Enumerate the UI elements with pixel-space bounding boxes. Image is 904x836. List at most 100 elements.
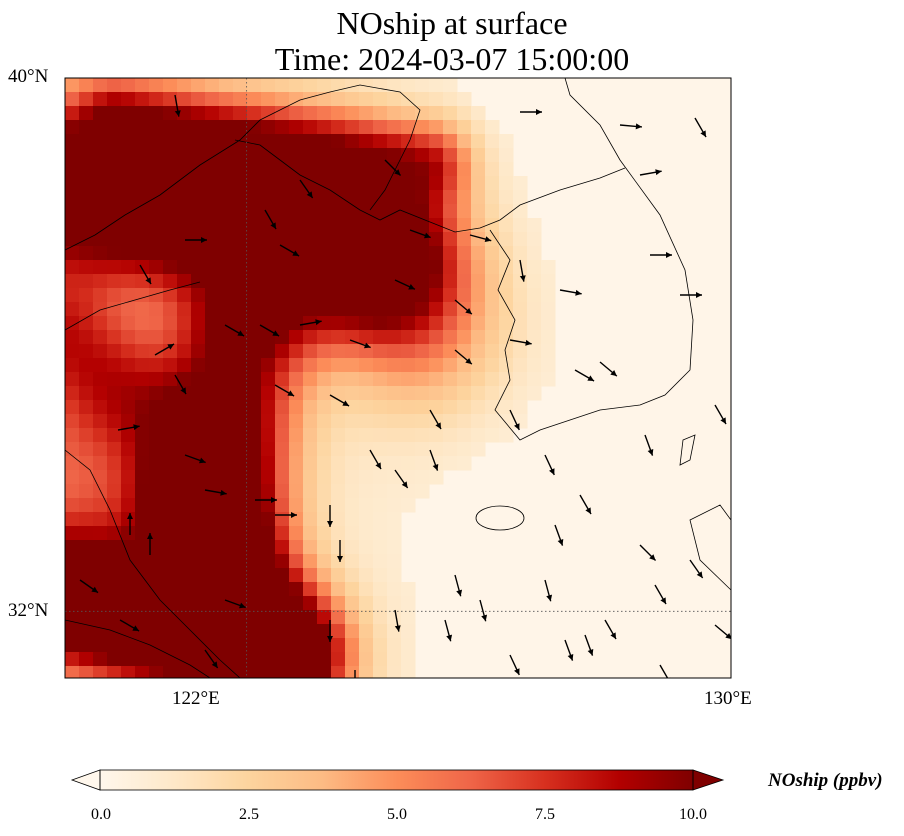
field-cell [93,666,108,678]
field-cell [429,386,444,401]
field-cell [121,162,136,177]
field-cell [401,414,416,429]
field-cell [149,176,164,191]
field-cell [65,442,80,457]
field-cell [457,316,472,331]
field-cell [233,456,248,471]
field-cell [247,456,262,471]
field-cell [135,456,150,471]
field-cell [247,78,262,93]
field-cell [135,512,150,527]
wind-arrow [139,264,152,285]
field-cell [79,260,94,275]
field-cell [177,260,192,275]
field-cell [163,428,178,443]
field-cell [177,372,192,387]
coastline-segment [65,449,241,678]
field-cell [121,120,136,135]
field-cell [401,288,416,303]
field-cell [93,288,108,303]
field-cell [121,428,136,443]
field-cell [499,414,514,429]
field-cell [121,106,136,121]
field-cell [387,92,402,107]
field-cell [93,316,108,331]
wind-arrow [147,533,153,555]
field-cell [177,582,192,597]
field-cell [121,134,136,149]
field-cell [331,92,346,107]
field-cell [373,302,388,317]
field-cell [177,652,192,667]
field-cell [219,372,234,387]
field-cell [359,442,374,457]
field-cell [233,274,248,289]
field-cell [527,316,542,331]
field-cell [401,246,416,261]
field-cell [471,246,486,261]
field-cell [79,484,94,499]
field-cell [93,540,108,555]
field-cell [107,92,122,107]
field-cell [373,610,388,625]
field-cell [527,372,542,387]
field-cell [107,344,122,359]
field-cell [219,610,234,625]
field-cell [93,344,108,359]
field-cell [457,344,472,359]
field-cell [121,582,136,597]
wind-arrow [409,229,431,239]
field-cell [541,316,556,331]
field-cell [499,190,514,205]
field-cell [401,498,416,513]
wind-arrow [544,454,555,476]
field-cell [247,92,262,107]
field-cell [219,232,234,247]
field-cell [485,344,500,359]
field-cell [527,260,542,275]
field-cell [93,204,108,219]
field-cell [401,470,416,485]
field-cell [415,372,430,387]
field-cell [513,176,528,191]
field-cell [275,540,290,555]
field-cell [499,218,514,233]
field-cell [65,554,80,569]
field-cell [149,218,164,233]
field-cell [275,428,290,443]
field-cell [261,134,276,149]
coastline-segment [65,84,421,251]
field-cell [65,386,80,401]
field-cell [205,162,220,177]
field-cell [345,162,360,177]
field-cell [93,498,108,513]
field-cell [149,106,164,121]
field-cell [401,442,416,457]
field-cell [163,316,178,331]
field-cell [401,610,416,625]
field-cell [485,134,500,149]
field-cell [191,470,206,485]
field-cell [247,302,262,317]
field-cell [247,666,262,678]
field-cell [331,414,346,429]
field-cell [373,512,388,527]
field-cell [541,288,556,303]
field-cell [373,190,388,205]
field-cell [247,148,262,163]
coastline [65,78,731,678]
field-cell [527,288,542,303]
field-cell [387,582,402,597]
field-cell [247,610,262,625]
field-cell [471,274,486,289]
field-cell [79,526,94,541]
field-cell [331,526,346,541]
field-cell [107,218,122,233]
field-cell [93,582,108,597]
field-cell [275,568,290,583]
field-cell [219,470,234,485]
field-cell [149,358,164,373]
field-cell [247,372,262,387]
field-cell [387,316,402,331]
wind-arrow [184,454,206,464]
